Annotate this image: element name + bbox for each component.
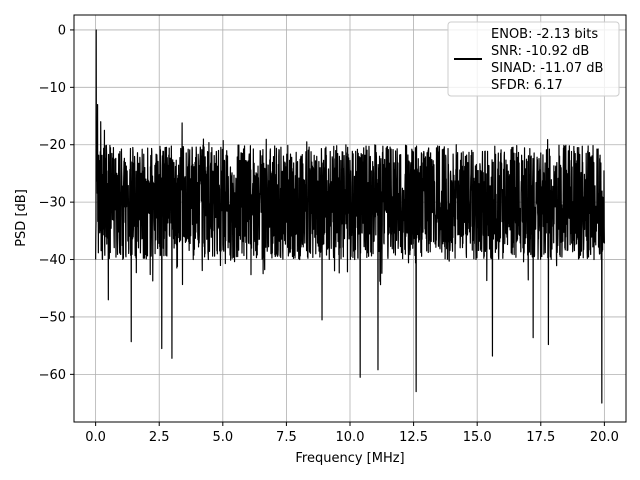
- legend-box: [447, 21, 620, 97]
- x-tick-label: 15.0: [463, 430, 492, 445]
- x-tick-label: 20.0: [590, 430, 619, 445]
- x-tick-label: 17.5: [526, 430, 555, 445]
- x-axis-ticks: 0.0 2.5 5.0 7.5 10.0 12.5 15.0 17.5 20.0: [85, 422, 619, 445]
- psd-line: [95, 29, 605, 404]
- psd-series: [95, 29, 605, 404]
- y-tick-label: −30: [39, 196, 66, 211]
- y-tick-label: −60: [39, 368, 66, 383]
- y-tick-label: −50: [39, 310, 66, 325]
- legend-snr: SNR: -10.92 dB: [491, 44, 589, 59]
- x-axis-label: Frequency [MHz]: [295, 451, 404, 466]
- x-tick-label: 12.5: [399, 430, 428, 445]
- y-tick-label: 0: [58, 23, 66, 38]
- legend: ENOB: -2.13 bits SNR: -10.92 dB SINAD: -…: [447, 21, 620, 97]
- x-tick-label: 10.0: [336, 430, 365, 445]
- y-tick-label: −10: [39, 81, 66, 96]
- x-tick-label: 5.0: [212, 430, 233, 445]
- y-tick-label: −20: [39, 138, 66, 153]
- x-tick-label: 0.0: [85, 430, 106, 445]
- x-tick-label: 7.5: [276, 430, 297, 445]
- legend-enob: ENOB: -2.13 bits: [491, 27, 598, 42]
- legend-sfdr: SFDR: 6.17: [491, 78, 563, 93]
- y-axis-label: PSD [dB]: [14, 189, 29, 247]
- y-tick-label: −40: [39, 253, 66, 268]
- x-tick-label: 2.5: [149, 430, 170, 445]
- y-axis-ticks: 0 −10 −20 −30 −40 −50 −60: [39, 23, 74, 383]
- legend-sinad: SINAD: -11.07 dB: [491, 61, 603, 76]
